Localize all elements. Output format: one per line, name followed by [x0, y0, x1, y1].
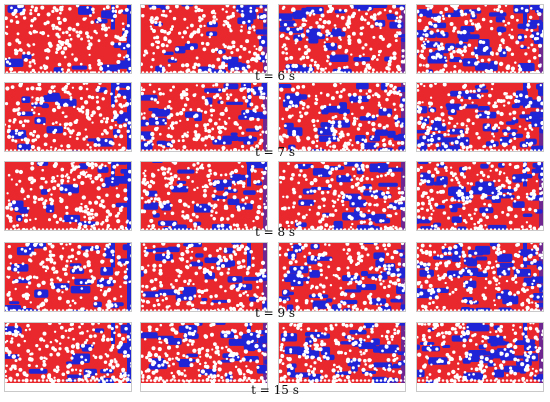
- panel-column-2: [140, 161, 268, 231]
- time-caption: t = 7 s: [254, 145, 296, 159]
- panel-column-3: [278, 161, 406, 231]
- panel-column-2: [140, 4, 268, 74]
- panel-column-1: [4, 4, 132, 74]
- panel-column-3: [278, 4, 406, 74]
- time-caption: t = 15 s: [251, 383, 299, 397]
- panel-column-1: [4, 161, 132, 231]
- panel-column-2: [140, 82, 268, 152]
- panel-column-3: [278, 322, 406, 392]
- panel-column-4: [416, 322, 544, 392]
- panel-column-3: [278, 242, 406, 312]
- panel-column-2: [140, 242, 268, 312]
- time-caption: t = 9 s: [254, 306, 296, 320]
- time-caption: t = 6 s: [254, 69, 296, 83]
- panel-column-3: [278, 82, 406, 152]
- panel-column-4: [416, 4, 544, 74]
- panel-column-1: [4, 82, 132, 152]
- panel-column-4: [416, 242, 544, 312]
- panel-column-1: [4, 242, 132, 312]
- panel-column-1: [4, 322, 132, 392]
- time-caption: t = 8 s: [254, 225, 296, 239]
- panel-column-4: [416, 161, 544, 231]
- panel-column-2: [140, 322, 268, 392]
- panel-column-4: [416, 82, 544, 152]
